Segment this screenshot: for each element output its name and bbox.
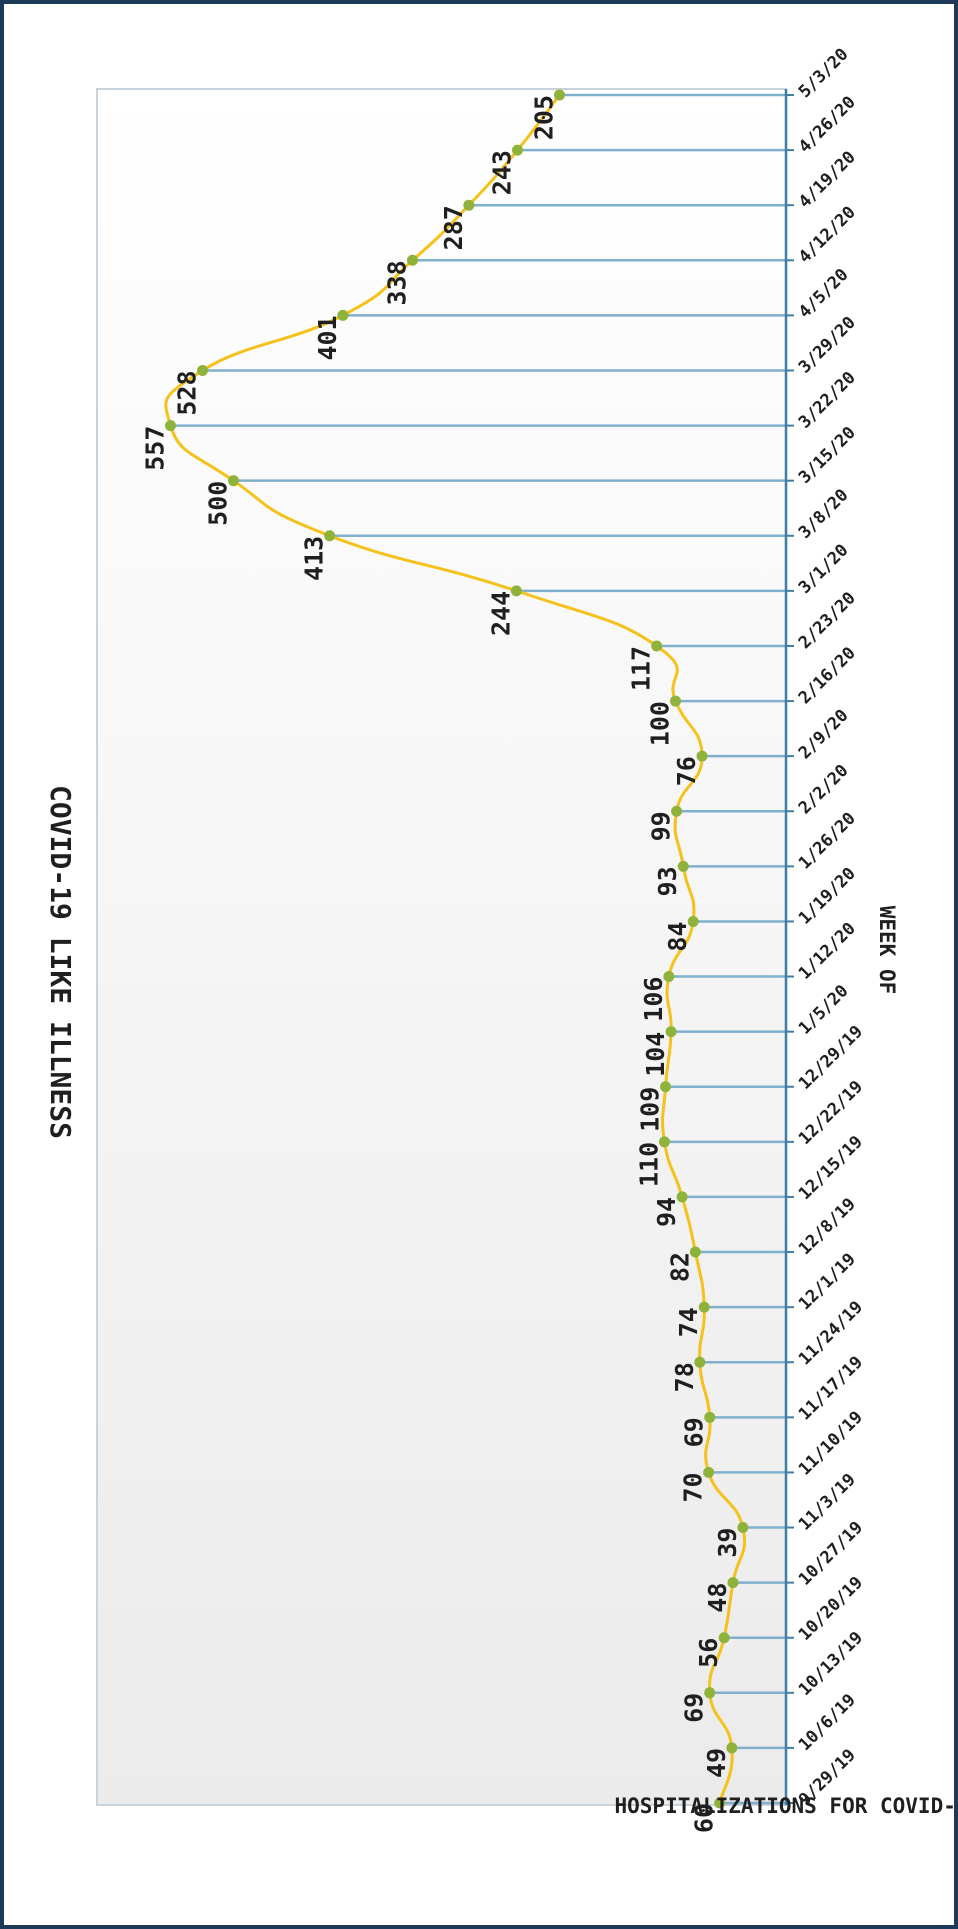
- data-label: 287: [439, 205, 468, 250]
- data-point: [694, 1356, 706, 1368]
- x-axis-ticks: [786, 94, 794, 1804]
- data-label: 99: [647, 811, 676, 841]
- data-label: 205: [529, 95, 558, 140]
- data-label: 117: [627, 646, 656, 691]
- data-point: [677, 860, 689, 872]
- data-point: [727, 1577, 739, 1589]
- data-label: 84: [663, 921, 692, 951]
- data-label: 76: [672, 756, 701, 786]
- data-point: [324, 530, 336, 542]
- data-label: 69: [680, 1693, 709, 1723]
- data-point: [165, 420, 177, 432]
- data-label: 528: [173, 370, 202, 415]
- x-tick-label: 1/12/20: [795, 919, 860, 984]
- x-tick-label: 3/29/20: [795, 313, 860, 378]
- x-tick-label: 1/19/20: [795, 864, 860, 929]
- x-tick-label: 3/22/20: [795, 368, 860, 433]
- data-point: [676, 1191, 688, 1203]
- data-label: 48: [703, 1583, 732, 1613]
- data-point: [511, 144, 523, 156]
- x-tick-label: 3/8/20: [795, 485, 853, 543]
- data-point: [337, 309, 349, 321]
- x-tick-label: 3/15/20: [795, 423, 860, 488]
- data-label: 70: [679, 1472, 708, 1502]
- x-axis-title: WEEK OF: [875, 906, 899, 995]
- data-label: 413: [300, 536, 329, 581]
- data-label: 60: [690, 1803, 719, 1833]
- data-label: 244: [486, 591, 515, 636]
- data-label: 93: [653, 866, 682, 896]
- data-label: 109: [636, 1087, 665, 1132]
- x-tick-label: 1/26/20: [795, 809, 860, 874]
- data-label: 69: [680, 1417, 709, 1447]
- data-point: [698, 1301, 710, 1313]
- data-point: [197, 364, 209, 376]
- data-point: [658, 1136, 670, 1148]
- data-markers: [165, 89, 749, 1809]
- data-label: 104: [641, 1032, 670, 1077]
- data-point: [726, 1742, 738, 1754]
- data-point: [510, 585, 522, 597]
- data-label: 49: [702, 1748, 731, 1778]
- data-point: [689, 1246, 701, 1258]
- data-label: 78: [670, 1362, 699, 1392]
- x-tick-label: 2/16/20: [795, 643, 860, 708]
- data-point: [687, 915, 699, 927]
- data-point: [671, 805, 683, 817]
- data-point: [463, 199, 475, 211]
- data-label: 39: [713, 1528, 742, 1558]
- data-point: [718, 1632, 730, 1644]
- data-label: 243: [487, 150, 516, 195]
- data-label: 338: [383, 260, 412, 305]
- data-point: [704, 1687, 716, 1699]
- data-label: 557: [141, 426, 170, 471]
- x-tick-label: 4/19/20: [795, 147, 860, 212]
- data-label: 500: [204, 481, 233, 526]
- data-point: [737, 1522, 749, 1534]
- data-point: [651, 640, 663, 652]
- data-point: [703, 1466, 715, 1478]
- x-tick-label: 10/6/19: [795, 1690, 860, 1755]
- data-label: 56: [694, 1638, 723, 1668]
- data-label: 100: [646, 701, 675, 746]
- chart-title: COVID-19 LIKE ILLNESS: [44, 785, 77, 1139]
- x-tick-label: 4/26/20: [795, 92, 860, 157]
- data-point: [665, 1026, 677, 1038]
- x-tick-label: 2/9/20: [795, 706, 853, 764]
- x-tick-label: 4/12/20: [795, 203, 860, 268]
- stem-lines: [170, 93, 786, 1805]
- data-label: 82: [665, 1252, 694, 1282]
- x-tick-label: 2/23/20: [795, 588, 860, 653]
- y-axis-title: HOSPITALIZATIONS FOR COVID-19 LIKE ILLNE…: [614, 1794, 954, 1818]
- data-point: [663, 971, 675, 983]
- data-label: 401: [313, 315, 342, 360]
- data-point: [407, 254, 419, 266]
- data-point: [704, 1411, 716, 1423]
- x-tick-label: 12/8/19: [795, 1194, 860, 1259]
- data-point: [660, 1081, 672, 1093]
- data-label: 106: [639, 977, 668, 1022]
- data-point: [670, 695, 681, 707]
- data-label: 110: [634, 1142, 663, 1187]
- x-tick-labels: 9/29/1910/6/1910/13/1910/20/1910/27/1911…: [795, 44, 867, 1810]
- data-point: [228, 475, 239, 487]
- data-label: 94: [652, 1197, 681, 1227]
- data-point: [714, 1797, 726, 1809]
- data-label: 74: [674, 1307, 703, 1337]
- data-point: [553, 89, 565, 101]
- data-point: [696, 750, 708, 762]
